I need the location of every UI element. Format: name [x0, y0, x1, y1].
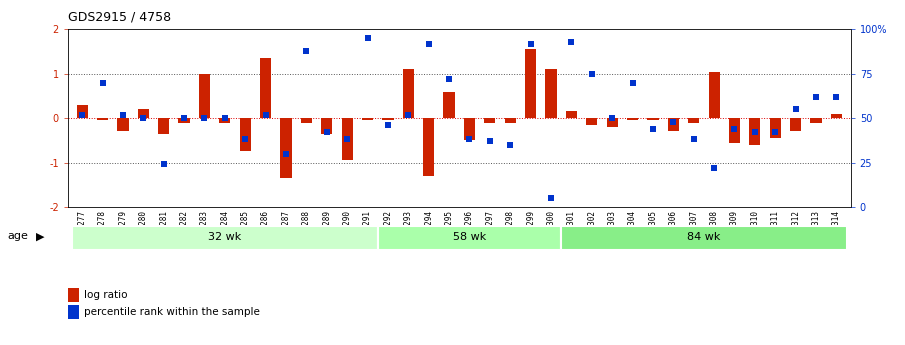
Bar — [260, 58, 271, 118]
Point — [687, 137, 701, 142]
Point — [707, 165, 721, 171]
Bar — [484, 118, 495, 122]
Bar — [443, 91, 454, 118]
Bar — [561, 226, 846, 250]
Bar — [831, 114, 842, 118]
Point — [176, 115, 191, 121]
Point — [238, 137, 252, 142]
Text: percentile rank within the sample: percentile rank within the sample — [84, 307, 260, 317]
Bar — [77, 105, 88, 118]
Point — [217, 115, 232, 121]
Text: 84 wk: 84 wk — [687, 233, 720, 243]
Point — [645, 126, 660, 131]
Point — [401, 112, 415, 117]
Bar — [138, 109, 149, 118]
Bar — [790, 118, 801, 131]
Point — [116, 112, 130, 117]
Bar — [729, 118, 740, 142]
Point — [95, 80, 110, 85]
Text: age: age — [7, 231, 28, 241]
Bar — [606, 118, 618, 127]
Bar — [281, 118, 291, 178]
Bar — [382, 118, 394, 120]
Bar — [321, 118, 332, 134]
Bar — [749, 118, 760, 145]
Bar — [424, 118, 434, 176]
Point — [544, 195, 558, 201]
Text: ▶: ▶ — [36, 231, 44, 241]
Point — [564, 39, 578, 45]
Point — [728, 126, 742, 131]
Point — [768, 130, 783, 135]
Bar — [505, 118, 516, 122]
Bar — [403, 69, 414, 118]
Bar — [668, 118, 679, 131]
Point — [462, 137, 477, 142]
Point — [340, 137, 355, 142]
Point — [666, 119, 681, 125]
Bar — [199, 74, 210, 118]
Point — [748, 130, 762, 135]
Point — [503, 142, 518, 148]
Point — [319, 130, 334, 135]
Bar — [362, 118, 373, 120]
Bar — [377, 226, 561, 250]
Point — [381, 122, 395, 128]
Point — [482, 138, 497, 144]
Point — [809, 94, 824, 100]
Point — [523, 41, 538, 46]
Bar — [178, 118, 190, 122]
Bar — [566, 111, 577, 118]
Bar — [219, 118, 231, 122]
Point — [442, 76, 456, 82]
Point — [157, 161, 171, 167]
Bar — [647, 118, 659, 120]
Bar — [158, 118, 169, 134]
Point — [585, 71, 599, 77]
Bar — [525, 49, 537, 118]
Bar — [68, 288, 79, 302]
Bar — [240, 118, 251, 151]
Point — [75, 112, 90, 117]
Bar — [586, 118, 597, 125]
Point — [259, 112, 273, 117]
Point — [422, 41, 436, 46]
Bar — [72, 226, 377, 250]
Bar — [341, 118, 353, 160]
Point — [829, 94, 843, 100]
Bar — [546, 69, 557, 118]
Point — [605, 115, 619, 121]
Point — [197, 115, 212, 121]
Point — [136, 115, 150, 121]
Bar — [769, 118, 781, 138]
Text: 58 wk: 58 wk — [452, 233, 486, 243]
Text: 32 wk: 32 wk — [208, 233, 242, 243]
Bar — [464, 118, 475, 140]
Point — [360, 36, 375, 41]
Bar — [811, 118, 822, 122]
Bar — [68, 305, 79, 319]
Bar — [118, 118, 129, 131]
Bar — [97, 118, 108, 120]
Text: GDS2915 / 4758: GDS2915 / 4758 — [68, 10, 171, 23]
Text: log ratio: log ratio — [84, 290, 128, 300]
Bar — [627, 118, 638, 120]
Bar — [709, 71, 719, 118]
Point — [279, 151, 293, 157]
Point — [788, 107, 803, 112]
Bar — [300, 118, 312, 122]
Point — [300, 48, 314, 53]
Bar — [688, 118, 700, 122]
Point — [625, 80, 640, 85]
